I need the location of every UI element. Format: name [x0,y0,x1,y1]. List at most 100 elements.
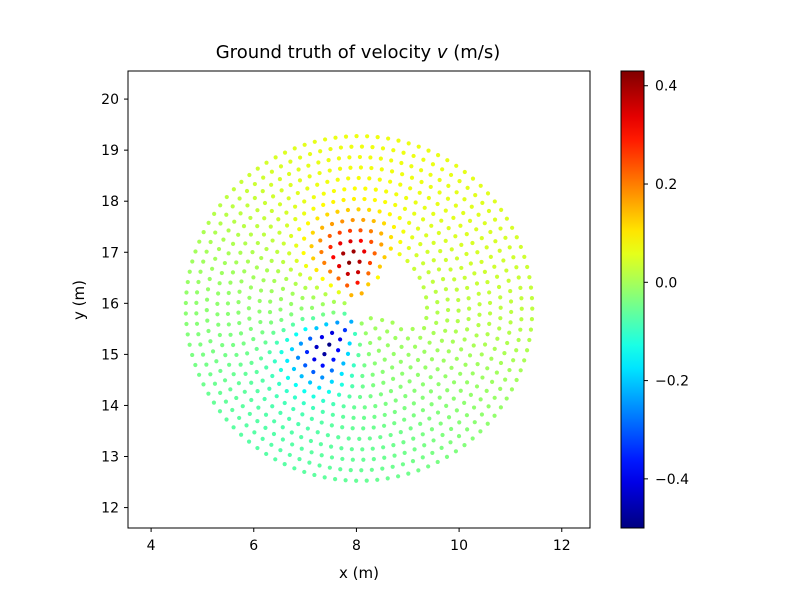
velocity-point [227,362,232,367]
velocity-point [465,427,470,432]
velocity-point [302,236,307,241]
velocity-point [295,355,301,360]
velocity-point [336,348,341,353]
velocity-point [357,436,362,441]
velocity-point [492,199,497,204]
velocity-point [197,372,202,377]
velocity-point [412,447,417,452]
velocity-point [345,207,351,213]
velocity-point [315,216,320,221]
velocity-point [362,363,367,368]
velocity-point [383,401,388,406]
velocity-point [426,195,431,201]
velocity-point [398,359,403,364]
velocity-point [428,375,433,380]
y-tick-label: 12 [101,501,119,517]
velocity-point [349,373,355,378]
velocity-point [436,267,442,272]
velocity-point [226,290,231,296]
velocity-point [289,312,294,317]
velocity-point [221,237,226,242]
velocity-point [198,342,203,347]
velocity-point [230,270,236,275]
velocity-point [336,392,342,397]
velocity-point [468,392,473,397]
velocity-point [383,199,388,205]
velocity-point [518,327,523,332]
velocity-point [379,231,384,236]
x-tick-label: 10 [450,538,468,554]
velocity-point [335,320,340,325]
velocity-point [436,230,441,236]
velocity-point [412,211,417,216]
velocity-point [408,365,413,370]
velocity-point [293,382,298,388]
velocity-point [504,396,509,401]
velocity-point [322,137,328,142]
velocity-point [327,465,332,470]
velocity-point [217,332,222,338]
velocity-point [307,276,313,281]
y-tick-label: 20 [101,92,119,108]
velocity-point [424,295,429,300]
velocity-point [201,259,206,264]
velocity-point [454,163,459,168]
velocity-point [400,371,405,376]
velocity-point [219,270,224,276]
velocity-point [318,238,323,243]
velocity-point [269,289,274,294]
velocity-point [237,196,242,201]
velocity-point [269,208,274,214]
velocity-point [205,318,210,323]
velocity-point [407,220,412,225]
velocity-point [482,269,487,274]
velocity-point [371,383,376,388]
velocity-point [446,349,451,354]
velocity-point [205,287,211,292]
velocity-point [497,248,502,253]
velocity-point [435,310,440,315]
velocity-point [462,169,467,175]
velocity-point [437,190,442,195]
velocity-point [419,168,424,173]
velocity-point [238,362,243,367]
velocity-point [508,299,514,304]
velocity-point [260,378,265,383]
velocity-point [400,462,406,467]
velocity-point [430,279,435,284]
velocity-point [465,285,470,291]
velocity-point [347,260,352,265]
velocity-point [527,337,532,343]
velocity-point [217,409,223,414]
velocity-point [232,219,237,224]
velocity-point [201,230,206,235]
velocity-point [326,389,332,394]
velocity-point [473,193,478,198]
velocity-point [398,327,404,332]
velocity-point [449,365,454,370]
velocity-point [470,176,476,181]
velocity-point [336,290,341,295]
velocity-point [428,172,433,177]
velocity-point [398,430,403,435]
velocity-point [399,344,404,349]
velocity-point [331,188,337,194]
velocity-point [366,282,371,287]
velocity-point [255,208,260,213]
velocity-point [310,405,316,411]
velocity-point [204,308,209,313]
velocity-point [398,239,403,245]
velocity-point [291,366,297,372]
velocity-point [418,242,423,247]
chart-title: Ground truth of velocity v (m/s) [216,42,501,63]
velocity-point [297,227,302,232]
velocity-point [255,224,260,229]
velocity-point [482,221,487,226]
velocity-point [373,326,378,331]
velocity-point [470,371,475,376]
velocity-point [320,302,325,307]
velocity-point [390,464,395,469]
velocity-point [443,238,448,243]
velocity-point [268,224,273,229]
velocity-point [421,326,427,331]
